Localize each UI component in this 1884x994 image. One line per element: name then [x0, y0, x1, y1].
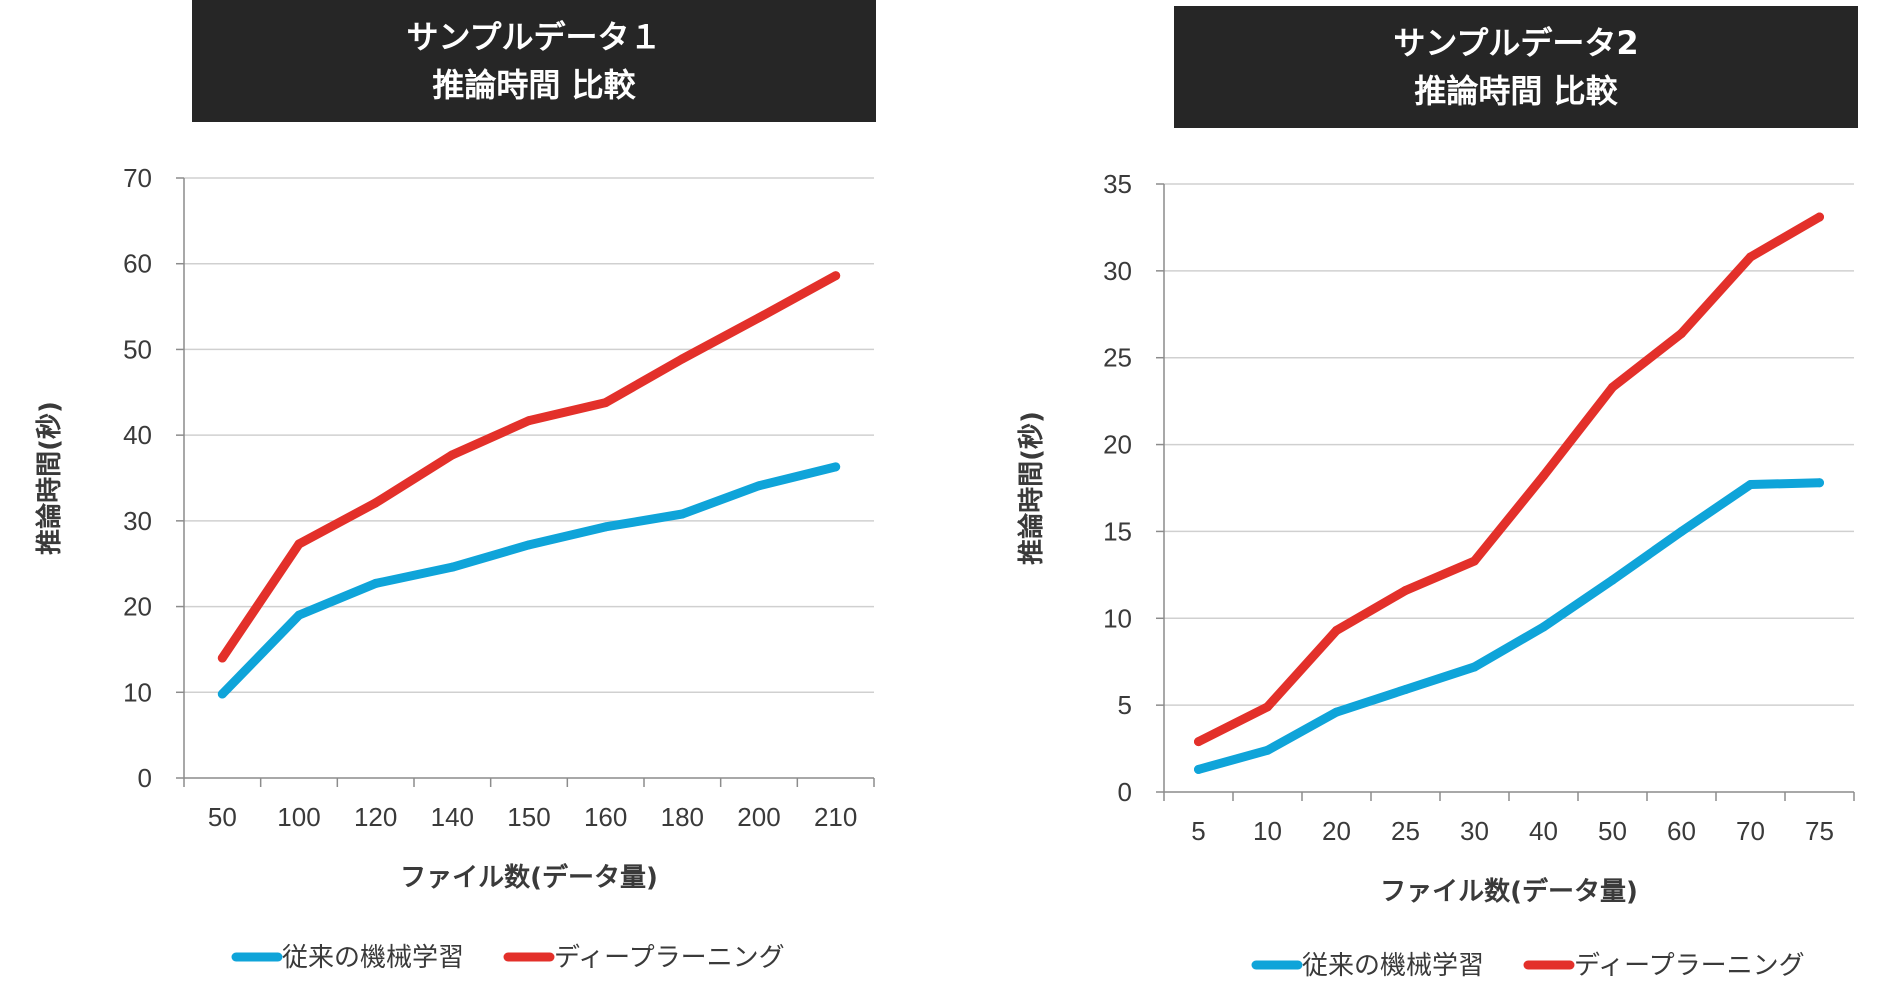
data-point	[371, 578, 381, 588]
data-point	[754, 481, 764, 491]
x-tick-label: 140	[431, 802, 474, 832]
data-point	[1470, 662, 1479, 672]
data-point	[1539, 622, 1548, 632]
data-point	[1539, 471, 1548, 481]
x-tick-label: 60	[1667, 816, 1696, 846]
x-tick-label: 25	[1391, 816, 1420, 846]
y-tick-label: 40	[123, 420, 152, 450]
data-point	[294, 539, 304, 549]
y-tick-label: 20	[123, 592, 152, 622]
data-point	[524, 416, 534, 426]
data-point	[831, 462, 841, 472]
series-line-2	[217, 271, 841, 663]
x-tick-label: 120	[354, 802, 397, 832]
data-point	[1263, 745, 1272, 755]
chart-title: サンプルデータ１	[406, 18, 662, 56]
legend-label: 従来の機械学習	[282, 943, 464, 973]
data-point	[601, 398, 611, 408]
y-tick-label: 10	[1103, 603, 1132, 633]
series-line-1	[1194, 478, 1824, 774]
x-tick-label: 160	[584, 802, 627, 832]
chart-panel-1: サンプルデータ１ 推論時間 比較 0 10 20 30 40 50 60 70 50 100 120…	[34, 0, 876, 973]
data-point	[1470, 556, 1479, 566]
data-point	[754, 313, 764, 323]
chart-title-box: サンプルデータ2 推論時間 比較	[1174, 6, 1858, 128]
y-tick-label: 70	[123, 163, 152, 193]
x-tick-label: 75	[1805, 816, 1834, 846]
data-point	[831, 271, 841, 281]
data-point	[677, 509, 687, 519]
data-point	[1332, 625, 1341, 635]
data-point	[1608, 382, 1617, 392]
x-tick-label: 50	[208, 802, 237, 832]
data-point	[601, 522, 611, 532]
chart-title-box: サンプルデータ１ 推論時間 比較	[192, 0, 876, 122]
x-tick-label: 40	[1529, 816, 1558, 846]
data-point	[217, 653, 227, 663]
y-tick-label: 50	[123, 334, 152, 364]
data-point	[1677, 328, 1686, 338]
y-tick-label: 30	[123, 506, 152, 536]
data-point	[1815, 478, 1824, 488]
x-tick-label: 200	[737, 802, 780, 832]
x-tick-label: 30	[1460, 816, 1489, 846]
x-tick-label: 180	[661, 802, 704, 832]
x-tick-label: 5	[1191, 816, 1205, 846]
data-point	[1677, 526, 1686, 536]
y-tick-label: 0	[1118, 777, 1132, 807]
series-line-2	[1194, 212, 1824, 747]
x-tick-label: 10	[1253, 816, 1282, 846]
y-tick-label: 30	[1103, 256, 1132, 286]
data-point	[1263, 702, 1272, 712]
data-point	[1401, 585, 1410, 595]
data-point	[371, 498, 381, 508]
data-point	[524, 540, 534, 550]
data-point	[1401, 685, 1410, 695]
data-point	[1194, 737, 1203, 747]
series-line-1	[217, 462, 841, 699]
y-tick-label: 35	[1103, 169, 1132, 199]
data-point	[1746, 480, 1755, 490]
x-tick-label: 150	[507, 802, 550, 832]
x-tick-label: 20	[1322, 816, 1351, 846]
data-point	[217, 689, 227, 699]
x-tick-label: 50	[1598, 816, 1627, 846]
x-axis-title: ファイル数(データ量)	[1380, 876, 1638, 907]
data-point	[1332, 707, 1341, 717]
line-chart: 0 10 20 30 40 50 60 70 50 100 120 140 150 160 180 200 21…	[34, 163, 875, 973]
data-point	[447, 562, 457, 572]
data-point	[1608, 575, 1617, 585]
y-tick-label: 25	[1103, 343, 1132, 373]
data-point	[294, 610, 304, 620]
chart-subtitle: 推論時間 比較	[1414, 72, 1618, 110]
y-tick-label: 60	[123, 249, 152, 279]
legend-label: 従来の機械学習	[1302, 951, 1484, 981]
data-point	[1746, 252, 1755, 262]
y-tick-label: 0	[138, 763, 152, 793]
chart-title: サンプルデータ2	[1393, 24, 1639, 62]
x-tick-label: 210	[814, 802, 857, 832]
data-point	[1194, 764, 1203, 774]
legend-label: ディープラーニング	[1574, 951, 1805, 981]
y-tick-label: 20	[1103, 430, 1132, 460]
line-chart: 0 5 10 15 20 25 30 35 5 10 20 25 30 40 50 60 70 75 ファイル数(デ…	[1016, 169, 1855, 981]
x-axis-title: ファイル数(データ量)	[400, 862, 658, 893]
y-tick-label: 5	[1118, 690, 1132, 720]
legend-label: ディープラーニング	[554, 943, 785, 973]
data-point	[447, 450, 457, 460]
y-axis-title: 推論時間(秒)	[1016, 411, 1047, 565]
y-tick-label: 15	[1103, 516, 1132, 546]
x-tick-label: 100	[277, 802, 320, 832]
data-point	[1815, 212, 1824, 222]
chart-subtitle: 推論時間 比較	[432, 66, 636, 104]
data-point	[677, 354, 687, 364]
chart-panel-2: サンプルデータ2 推論時間 比較 0 5 10 15 20 25 30 35 5 10 20 25 30…	[942, 0, 1884, 994]
y-tick-label: 10	[123, 677, 152, 707]
y-axis-title: 推論時間(秒)	[34, 401, 65, 555]
x-tick-label: 70	[1736, 816, 1765, 846]
